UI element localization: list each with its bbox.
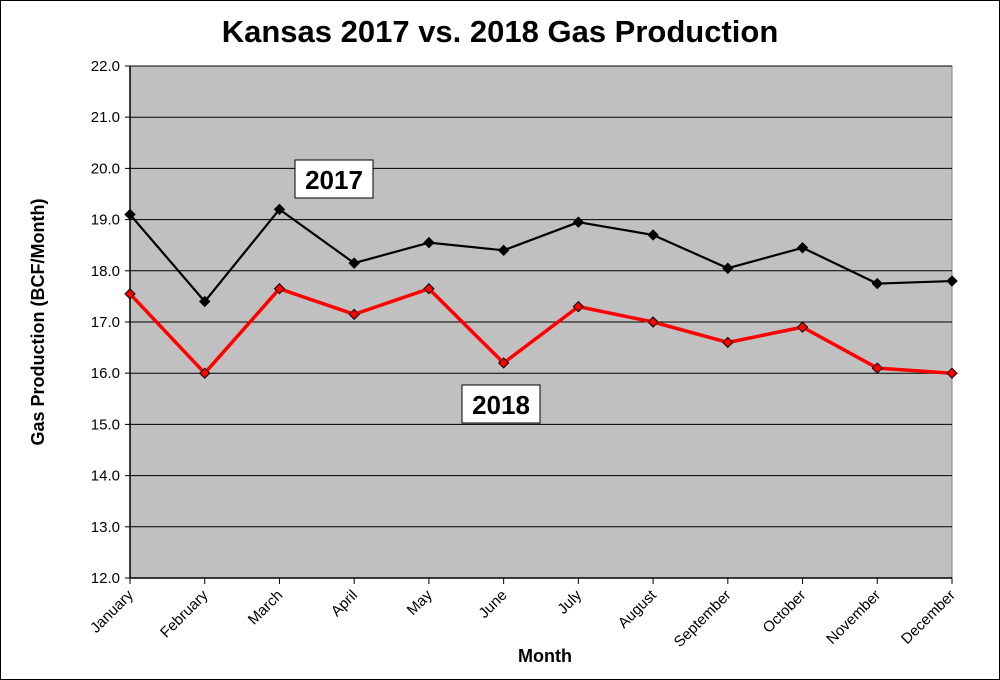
data-point-2018 [348,308,360,321]
data-point-2017 [722,262,734,274]
data-point-2018 [871,362,883,374]
y-tick-label: 19.0 [91,212,120,229]
data-point-2017 [273,203,286,216]
chart-title: Kansas 2017 vs. 2018 Gas Production [221,14,779,49]
data-point-2018 [946,367,958,379]
data-point-2018 [647,316,659,328]
data-point-2018 [199,367,211,379]
y-tick-label: 20.0 [91,160,120,177]
data-point-2018 [796,321,809,333]
x-tick-label: January [87,586,137,636]
data-point-2018 [722,336,734,349]
x-axis-label: Month [518,646,572,666]
data-point-2017 [647,229,659,241]
data-point-2017 [796,242,809,254]
x-tick-label: December [898,587,959,648]
series-label-box [294,159,374,199]
data-point-2017 [497,244,510,257]
y-tick-label: 22.0 [91,58,120,75]
y-tick-label: 17.0 [91,314,120,331]
data-point-2017 [871,277,883,290]
x-tick-label: February [157,586,212,641]
y-tick-label: 14.0 [91,468,120,485]
x-tick-label: October [760,587,810,637]
series-label-2017: 2017 [305,165,363,195]
series-label-box [461,384,541,424]
x-tick-label: May [404,586,436,618]
x-tick-label: November [823,587,884,648]
data-point-2018 [423,283,435,295]
y-tick-label: 16.0 [91,365,120,382]
x-tick-label: March [245,587,286,628]
series-line-2017 [129,208,953,303]
data-point-2018 [497,357,510,369]
data-point-2018 [273,283,286,295]
series-label-2018: 2018 [472,390,530,420]
y-tick-label: 13.0 [91,519,120,536]
data-point-2017 [572,216,585,228]
y-tick-label: 12.0 [91,570,120,587]
x-tick-label: June [475,587,510,622]
data-point-2018 [572,300,585,313]
data-point-2017 [348,257,360,269]
data-point-2017 [423,236,435,249]
data-point-2017 [946,275,958,287]
y-axis-label: Gas Production (BCF/Month) [28,199,48,446]
x-tick-label: August [615,586,661,632]
series-line-2018 [128,286,953,375]
y-tick-label: 21.0 [91,109,120,126]
y-tick-label: 15.0 [91,416,120,433]
y-tick-label: 18.0 [91,263,120,280]
data-point-2017 [199,295,211,308]
x-tick-label: July [554,586,585,617]
x-tick-label: April [328,587,361,620]
x-tick-label: September [671,587,735,651]
data-point-2018 [124,288,136,300]
data-point-2017 [124,208,136,221]
